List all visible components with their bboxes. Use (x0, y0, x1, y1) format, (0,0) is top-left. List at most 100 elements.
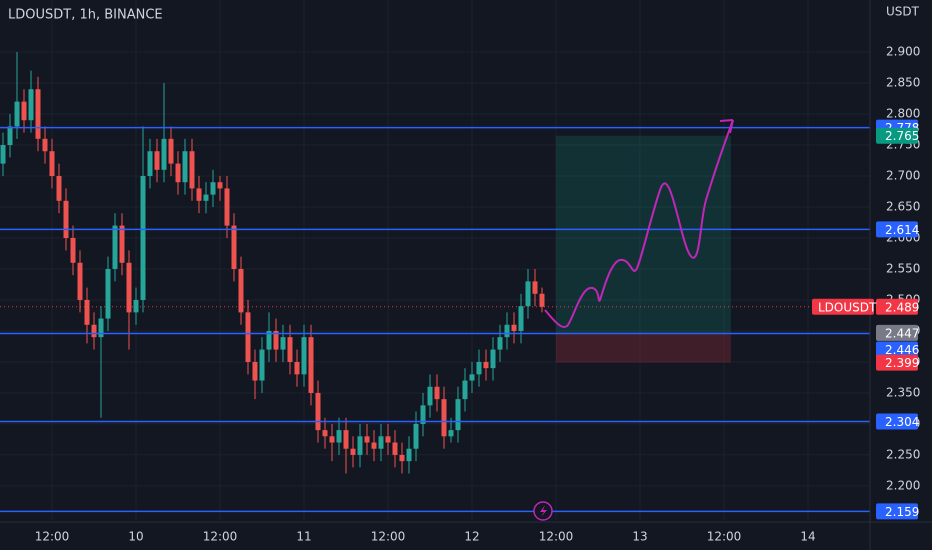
level-label-bg (876, 503, 918, 520)
candle-body (140, 176, 146, 300)
candle-body (378, 436, 384, 449)
candle-body (497, 337, 503, 350)
x-tick-label: 13 (632, 530, 647, 544)
candle-body (539, 293, 545, 307)
entry-label: 2.447 (885, 326, 919, 340)
candle-body (133, 299, 139, 313)
candle-body (518, 306, 524, 331)
candle-body (434, 386, 440, 400)
candle-body (322, 430, 328, 437)
candle-body (406, 448, 412, 462)
x-tick-label: 14 (800, 530, 815, 544)
axis-labels: 2.2002.2502.3002.3502.4002.4502.5002.550… (35, 45, 921, 544)
candle-body (217, 182, 223, 189)
y-tick-label: 2.250 (886, 447, 920, 461)
level-label-bg (876, 413, 918, 430)
stop-label-bg (876, 354, 918, 371)
marks (0, 52, 870, 513)
level-label: 2.304 (885, 415, 919, 429)
candle-body (462, 380, 468, 400)
y-tick-label: 2.550 (886, 261, 920, 275)
candle-body (371, 442, 377, 449)
candle-body (161, 138, 167, 170)
candle-body (252, 361, 258, 381)
candle-body (336, 430, 342, 443)
chart-title: LDOUSDT, 1h, BINANCE (8, 8, 163, 23)
target-zone (555, 135, 731, 333)
x-tick-label: 10 (128, 530, 143, 544)
candle-body (273, 330, 279, 350)
candle-body (98, 318, 104, 338)
stop-label: 2.399 (885, 356, 919, 370)
candle-body (91, 324, 97, 338)
candle-body (175, 163, 181, 183)
candle-body (210, 182, 216, 195)
candle-body (259, 349, 265, 381)
candle-body (70, 237, 76, 263)
candle-body (147, 151, 153, 177)
candle-body (294, 361, 300, 375)
candle-body (392, 442, 398, 455)
candle-body (350, 448, 356, 455)
candle-body (28, 89, 34, 121)
candle-body (224, 188, 230, 226)
candle-body (245, 312, 251, 362)
x-tick-label: 12 (464, 530, 479, 544)
last-price-label-bg (876, 298, 918, 315)
candle-body (357, 436, 363, 455)
y-tick-label: 2.850 (886, 76, 920, 90)
x-tick-label: 12:00 (707, 530, 742, 544)
candle-body (301, 337, 307, 375)
candle-body (56, 176, 62, 201)
entry-label-bg (876, 324, 918, 341)
y-tick-label: 2.700 (886, 169, 920, 183)
candle-body (420, 405, 426, 424)
candle-body (84, 299, 90, 325)
candle-body (112, 225, 118, 269)
candle-body (364, 436, 370, 443)
candle-body (42, 138, 48, 152)
candle-body (399, 454, 405, 462)
y-tick-label: 2.900 (886, 45, 920, 59)
candle-body (448, 430, 454, 437)
y-tick-label: 2.350 (886, 385, 920, 399)
candle-body (238, 268, 244, 313)
currency-label: USDT (886, 5, 920, 19)
candle-body (105, 268, 111, 319)
candle-body (511, 324, 517, 331)
level-label: 2.159 (885, 505, 919, 519)
candle-body (343, 430, 349, 449)
candle-body (14, 101, 20, 127)
level-label-bg (876, 341, 918, 358)
candle-body (0, 145, 6, 164)
candle-body (385, 436, 391, 443)
y-tick-label: 2.650 (886, 200, 920, 214)
level-label-bg (876, 221, 918, 238)
x-tick-label: 12:00 (539, 530, 574, 544)
candle-body (413, 423, 419, 449)
y-tick-label: 2.800 (886, 107, 920, 121)
target-label: 2.765 (885, 129, 919, 143)
candle-body (280, 337, 286, 350)
candle-body (308, 337, 314, 393)
candle-body (525, 281, 531, 307)
candle-body (504, 324, 510, 338)
x-tick-label: 12:00 (35, 530, 70, 544)
candle-body (315, 392, 321, 431)
candle-body (427, 386, 433, 406)
candle-body (266, 330, 272, 350)
y-tick-label: 2.200 (886, 478, 920, 492)
level-label: 2.446 (885, 343, 919, 357)
candle-body (532, 281, 538, 294)
candle-body (329, 436, 335, 443)
x-tick-label: 12:00 (203, 530, 238, 544)
candle-body (154, 151, 160, 170)
target-label-bg (876, 127, 918, 144)
candle-body (455, 399, 461, 431)
stop-zone (555, 332, 731, 363)
candle-body (126, 262, 132, 313)
candle-body (168, 138, 174, 164)
level-label: 2.614 (885, 223, 919, 237)
